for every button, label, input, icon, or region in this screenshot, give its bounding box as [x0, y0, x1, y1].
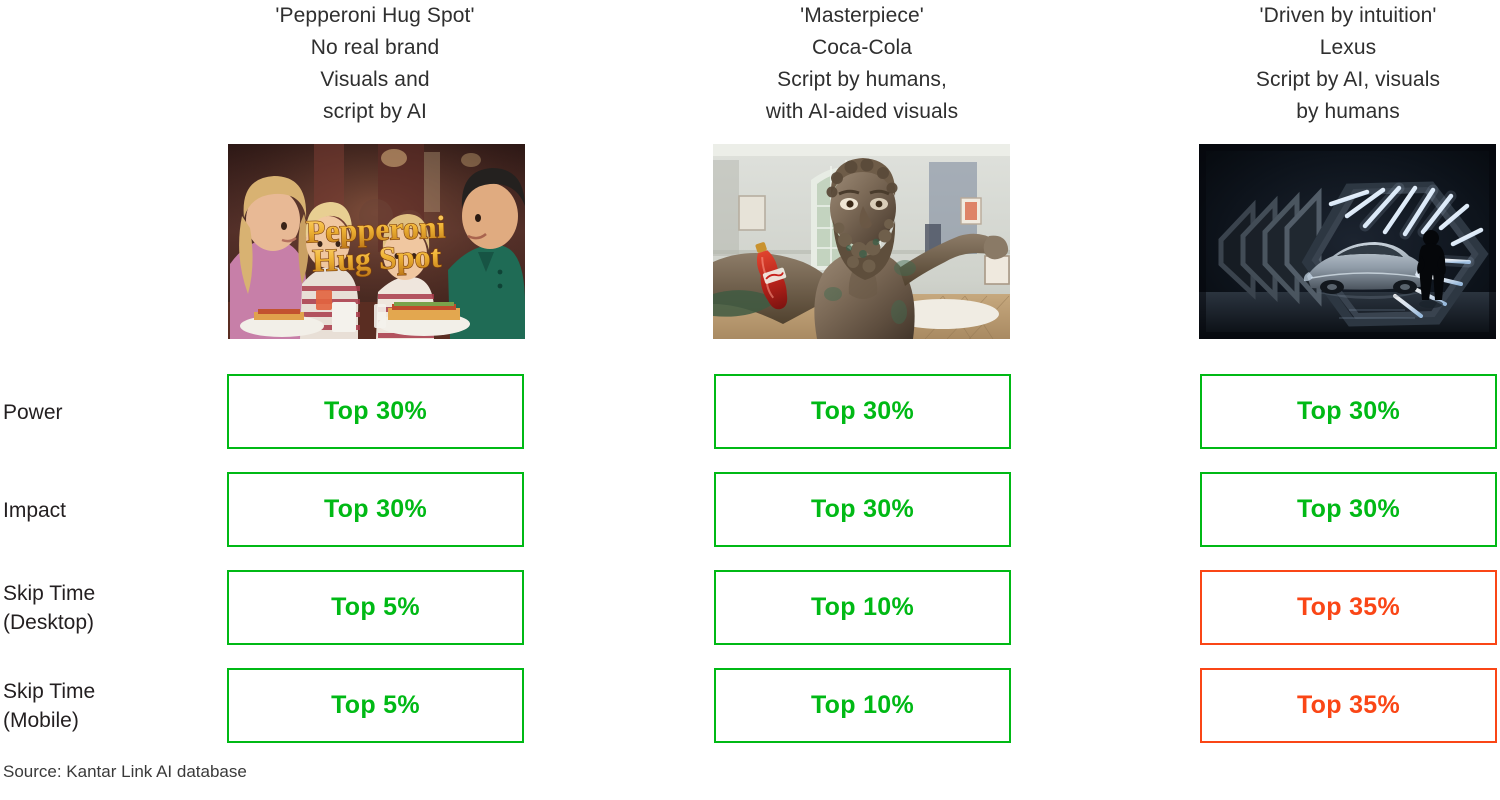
pepperoni-hug-spot-illustration: Pepperoni Hug Spot [228, 144, 525, 339]
score-cell-skip-mobile-pepperoni[interactable]: Top 5% [227, 668, 524, 743]
lexus-car [1303, 242, 1427, 299]
score-value: Top 30% [1296, 397, 1401, 425]
score-cell-skip-desktop-lexus[interactable]: Top 35% [1200, 570, 1497, 645]
column-description-line-2: script by AI [323, 100, 427, 123]
column-brand: No real brand [310, 36, 440, 59]
column-header-driven-by-intuition: 'Driven by intuition' Lexus Script by AI… [1198, 0, 1498, 128]
svg-text:Pepperoni: Pepperoni [305, 209, 446, 250]
column-brand: Coca-Cola [811, 36, 913, 59]
column-header-masterpiece: 'Masterpiece' Coca-Cola Script by humans… [712, 0, 1012, 128]
row-label-line-2: (Desktop) [3, 611, 95, 634]
svg-text:Hug Spot: Hug Spot [312, 238, 442, 278]
score-value: Top 5% [331, 691, 420, 719]
score-value: Top 35% [1296, 593, 1401, 621]
score-value: Top 30% [810, 397, 915, 425]
row-label-line-1: Power [3, 401, 63, 424]
thumbnail-masterpiece [713, 144, 1010, 339]
column-description-line-2: with AI-aided visuals [765, 100, 959, 123]
source-note: Source: Kantar Link AI database [3, 762, 247, 781]
column-brand: Lexus [1319, 36, 1377, 59]
score-cell-power-pepperoni[interactable]: Top 30% [227, 374, 524, 449]
row-label-power: Power [3, 398, 213, 427]
column-description-line-2: by humans [1296, 100, 1400, 123]
column-title: 'Pepperoni Hug Spot' [275, 4, 475, 27]
column-description-line-1: Visuals and [320, 68, 430, 91]
score-value: Top 5% [331, 593, 420, 621]
score-cell-impact-pepperoni[interactable]: Top 30% [227, 472, 524, 547]
score-value: Top 30% [810, 495, 915, 523]
score-value: Top 30% [323, 397, 428, 425]
row-label-line-2: (Mobile) [3, 709, 79, 732]
score-cell-skip-desktop-pepperoni[interactable]: Top 5% [227, 570, 524, 645]
score-value: Top 30% [323, 495, 428, 523]
score-cell-skip-desktop-masterpiece[interactable]: Top 10% [714, 570, 1011, 645]
row-label-impact: Impact [3, 496, 213, 525]
thumbnail-pepperoni-hug-spot: Pepperoni Hug Spot [228, 144, 525, 339]
column-title: 'Masterpiece' [800, 4, 924, 27]
lexus-driven-by-intuition-illustration [1199, 144, 1496, 339]
score-value: Top 30% [1296, 495, 1401, 523]
coca-cola-masterpiece-illustration [713, 144, 1010, 339]
row-label-skip-time-desktop: Skip Time (Desktop) [3, 579, 213, 637]
score-value: Top 10% [810, 691, 915, 719]
score-value: Top 35% [1296, 691, 1401, 719]
score-cell-skip-mobile-masterpiece[interactable]: Top 10% [714, 668, 1011, 743]
column-description-line-1: Script by humans, [777, 68, 947, 91]
row-label-line-1: Impact [3, 499, 67, 522]
score-cell-power-lexus[interactable]: Top 30% [1200, 374, 1497, 449]
column-title: 'Driven by intuition' [1259, 4, 1437, 27]
score-cell-impact-masterpiece[interactable]: Top 30% [714, 472, 1011, 547]
row-label-line-1: Skip Time [3, 680, 96, 703]
row-label-skip-time-mobile: Skip Time (Mobile) [3, 677, 213, 735]
score-cell-power-masterpiece[interactable]: Top 30% [714, 374, 1011, 449]
thumbnail-driven-by-intuition [1199, 144, 1496, 339]
column-description-line-1: Script by AI, visuals [1255, 68, 1441, 91]
person-silhouette [1417, 230, 1446, 300]
column-header-pepperoni-hug-spot: 'Pepperoni Hug Spot' No real brand Visua… [225, 0, 525, 128]
thumbnail-overlay-text: Pepperoni Hug Spot [305, 208, 447, 279]
score-cell-skip-mobile-lexus[interactable]: Top 35% [1200, 668, 1497, 743]
score-value: Top 10% [810, 593, 915, 621]
score-cell-impact-lexus[interactable]: Top 30% [1200, 472, 1497, 547]
row-label-line-1: Skip Time [3, 582, 96, 605]
